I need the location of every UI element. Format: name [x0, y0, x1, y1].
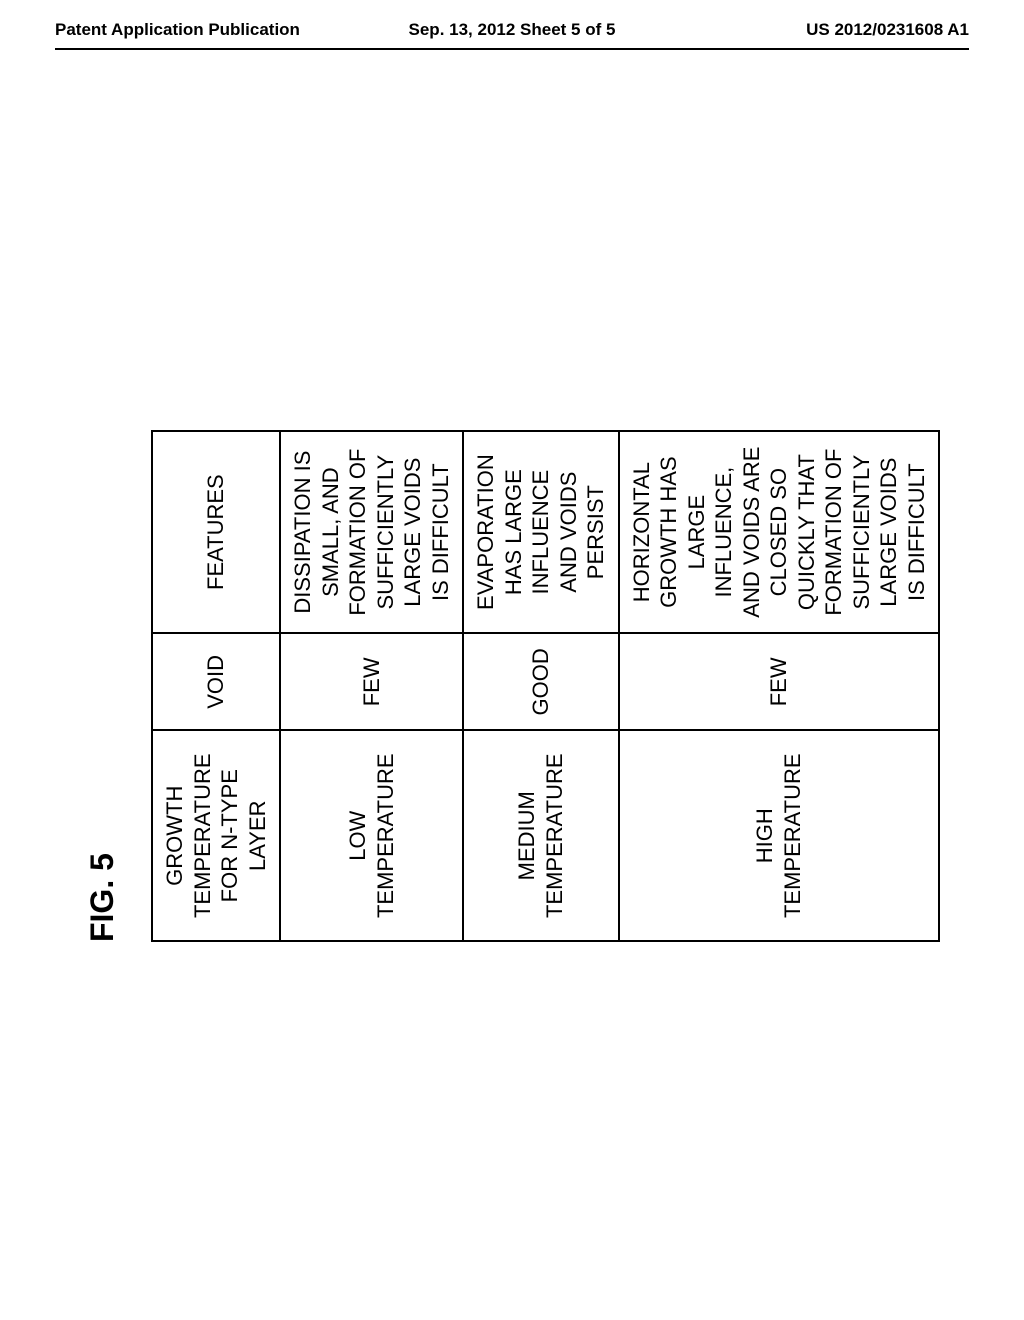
col-header-temp: GROWTH TEMPERATURE FOR N-TYPE LAYER [152, 731, 280, 942]
col-header-features: FEATURES [152, 431, 280, 633]
features-table: GROWTH TEMPERATURE FOR N-TYPE LAYER VOID… [151, 430, 940, 942]
cell-features: EVAPORATION HAS LARGE INFLUENCE AND VOID… [463, 431, 619, 633]
col-header-void: VOID [152, 634, 280, 731]
table-header-row: GROWTH TEMPERATURE FOR N-TYPE LAYER VOID… [152, 431, 280, 941]
cell-temp: LOW TEMPERATURE [280, 731, 463, 942]
cell-void: GOOD [463, 634, 619, 731]
table-row: HIGH TEMPERATURE FEW HORIZONTAL GROWTH H… [619, 431, 940, 941]
cell-features: DISSIPATION IS SMALL, AND FORMATION OF S… [280, 431, 463, 633]
table-row: LOW TEMPERATURE FEW DISSIPATION IS SMALL… [280, 431, 463, 941]
cell-temp: HIGH TEMPERATURE [619, 731, 940, 942]
figure-label: FIG. 5 [84, 430, 121, 942]
cell-features: HORIZONTAL GROWTH HAS LARGE INFLUENCE, A… [619, 431, 940, 633]
cell-temp: MEDIUM TEMPERATURE [463, 731, 619, 942]
header-underline [55, 48, 969, 50]
figure-rotated-container: FIG. 5 GROWTH TEMPERATURE FOR N-TYPE LAY… [84, 430, 940, 942]
table-row: MEDIUM TEMPERATURE GOOD EVAPORATION HAS … [463, 431, 619, 941]
cell-void: FEW [619, 634, 940, 731]
header-center: Sep. 13, 2012 Sheet 5 of 5 [0, 20, 1024, 40]
cell-void: FEW [280, 634, 463, 731]
